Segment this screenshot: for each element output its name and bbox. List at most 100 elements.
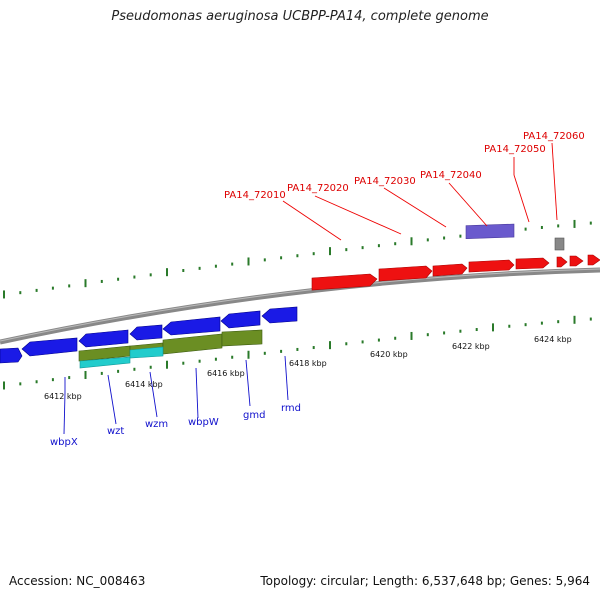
gene-arrow[interactable] [556,256,568,268]
minor-tick [589,317,592,321]
gene-arrow[interactable] [0,347,23,364]
genome-backbone-highlight [0,268,600,342]
gene-box[interactable] [221,329,263,347]
minor-tick [51,378,54,382]
minor-tick [149,365,152,369]
gene-label-wbpx[interactable]: wbpX [50,437,78,448]
gene-arrow[interactable] [162,316,221,336]
minor-tick [394,242,397,246]
reverse-strand-genes [0,306,298,364]
gene-label-pa14-72040[interactable]: PA14_72040 [420,170,482,181]
gene-label-wbpw[interactable]: wbpW [188,417,219,428]
minor-tick [117,277,120,281]
map-title: Pseudomonas aeruginosa UCBPP-PA14, compl… [111,9,489,24]
gene-label-pa14-72020[interactable]: PA14_72020 [287,183,349,194]
gene-label-rmd[interactable]: rmd [281,403,301,414]
minor-tick [100,371,103,375]
gene-arrow[interactable] [129,324,163,341]
gene-arrow[interactable] [261,306,298,324]
minor-tick [426,333,429,337]
minor-tick [557,320,560,324]
minor-tick [100,279,103,283]
accession-label: Accession: NC_008463 [9,574,146,588]
major-tick [84,279,87,288]
minor-tick [133,367,136,371]
gene-arrow[interactable] [220,310,261,329]
minor-tick [182,361,185,365]
minor-tick [524,227,527,231]
ruler-label-6414: 6414 kbp [125,380,163,389]
minor-tick [117,369,120,373]
topology-label: Topology: circular; Length: 6,537,648 bp… [260,574,590,588]
major-tick [573,315,576,324]
gene-arrow[interactable] [78,329,129,348]
minor-tick [182,269,185,273]
minor-tick [345,248,348,252]
gene-label-pa14-72050[interactable]: PA14_72050 [484,144,546,155]
minor-tick [540,321,543,325]
gene-box[interactable] [129,346,164,359]
gene-label-pa14-72030[interactable]: PA14_72030 [354,176,416,187]
gene-box[interactable] [162,333,223,355]
major-tick [329,247,331,256]
major-tick [166,268,168,277]
minor-tick [459,329,462,333]
minor-tick [68,376,71,380]
minor-tick [19,291,22,295]
minor-tick [133,275,136,279]
major-tick [3,381,5,390]
minor-tick [361,246,364,250]
gene-arrow[interactable] [515,257,550,270]
ruler-label-6416: 6416 kbp [207,369,245,378]
gene-label-pa14-72060[interactable]: PA14_72060 [523,131,585,142]
gene-arrow[interactable] [378,265,433,282]
ruler-label-6412: 6412 kbp [44,392,82,401]
minor-tick [443,236,446,240]
gene-purple[interactable] [465,223,515,240]
ruler-label-6424: 6424 kbp [534,335,572,344]
ruler-label-6418: 6418 kbp [289,359,327,368]
ruler-label-6420: 6420 kbp [370,350,408,359]
minor-tick [361,340,364,344]
minor-tick [263,258,266,262]
minor-tick [459,234,462,238]
minor-tick [377,244,380,248]
gene-arrow[interactable] [432,263,468,277]
gene-label-gmd[interactable]: gmd [243,410,265,421]
bottom-tick-row [3,315,592,390]
major-tick [247,257,250,266]
bottom-label-lines [63,355,289,435]
major-tick [573,219,576,228]
gene-arrow[interactable] [569,255,584,267]
gene-label-wzt[interactable]: wzt [107,426,124,437]
gene-label-pa14-72010[interactable]: PA14_72010 [224,190,286,201]
minor-tick [231,355,234,359]
gene-arrow[interactable] [21,337,78,357]
forward-strand-genes [311,254,600,291]
major-tick [410,331,413,340]
minor-tick [296,254,299,258]
gene-arrow[interactable] [311,273,378,291]
minor-tick [508,324,511,328]
gene-arrow[interactable] [587,254,600,266]
gene-gray[interactable] [554,237,565,251]
minor-tick [68,284,71,288]
gene-label-wzm[interactable]: wzm [145,419,168,430]
major-tick [3,290,5,299]
minor-tick [426,238,429,242]
minor-tick [443,331,446,335]
minor-tick [296,347,299,351]
minor-tick [540,225,543,229]
gene-box[interactable] [79,356,131,369]
minor-tick [557,224,560,228]
minor-tick [231,262,234,266]
gene-arrow[interactable] [468,259,515,273]
ruler-label-6422: 6422 kbp [452,342,490,351]
top-tick-row [3,219,592,299]
major-tick [492,323,494,332]
minor-tick [280,256,283,260]
minor-tick [475,328,478,332]
minor-tick [198,359,201,363]
top-label-lines [282,142,558,241]
